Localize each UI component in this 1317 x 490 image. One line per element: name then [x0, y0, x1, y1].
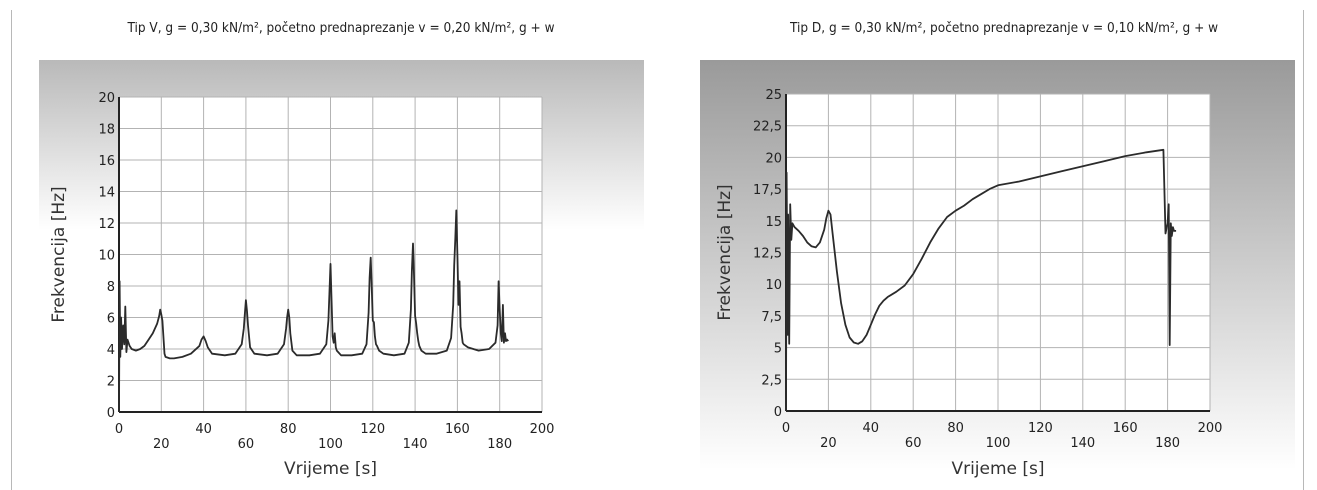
y-tick-label: 12	[98, 217, 115, 232]
y-tick-label: 7,5	[761, 310, 782, 325]
x-tick-label: 0	[782, 421, 790, 436]
y-tick-label: 2	[107, 375, 115, 390]
y-tick-label: 8	[107, 280, 115, 295]
y-tick-label: 15	[765, 215, 782, 230]
x-tick-label: 200	[530, 422, 555, 437]
x-tick-label: 180	[1155, 436, 1180, 451]
x-tick-label: 20	[820, 436, 837, 451]
y-tick-label: 0	[107, 406, 115, 421]
chart-right: 0 2,5 5 7,5 10 12,5 15 17,5 20 22,5 25 0 40 80 120 160 2…	[700, 60, 1295, 479]
x-axis-label: Vrijeme [s]	[951, 459, 1044, 479]
x-tick-label: 140	[1070, 436, 1095, 451]
y-tick-label: 25	[765, 88, 782, 103]
y-tick-label: 18	[98, 123, 115, 138]
y-tick-label: 20	[765, 151, 782, 166]
x-tick-label: 160	[1113, 421, 1138, 436]
x-tick-label: 80	[947, 421, 964, 436]
y-tick-label: 12,5	[753, 247, 782, 262]
chart-title: Tip D, g = 0,30 kN/m², početno prednapre…	[789, 20, 1219, 36]
y-tick-label: 10	[98, 249, 115, 264]
x-tick-label: 160	[445, 422, 470, 437]
right-frame-line	[1303, 10, 1304, 490]
y-axis-label: Frekvencija [Hz]	[715, 184, 735, 320]
x-tick-label: 80	[280, 422, 297, 437]
chart-panel-right: Tip D, g = 0,30 kN/m², početno prednapre…	[655, 0, 1303, 490]
y-tick-label: 10	[765, 278, 782, 293]
x-tick-label: 40	[863, 421, 880, 436]
y-tick-label: 14	[98, 186, 115, 201]
x-tick-label: 140	[403, 437, 428, 452]
chart-panel-left: Tip V, g = 0,30 kN/m², početno prednapre…	[12, 0, 652, 490]
x-tick-label: 60	[905, 436, 922, 451]
y-tick-label: 0	[774, 405, 782, 420]
x-tick-label: 0	[115, 422, 123, 437]
y-tick-label: 6	[107, 312, 115, 327]
chart-title: Tip V, g = 0,30 kN/m², početno prednapre…	[127, 20, 555, 36]
x-tick-label: 120	[360, 422, 385, 437]
x-tick-label: 40	[195, 422, 212, 437]
y-axis-label: Frekvencija [Hz]	[49, 186, 69, 322]
y-tick-label: 20	[98, 91, 115, 106]
x-tick-label: 100	[986, 436, 1011, 451]
y-tick-label: 16	[98, 154, 115, 169]
x-tick-label: 120	[1028, 421, 1053, 436]
series-line	[785, 148, 1177, 412]
y-tick-label: 2,5	[761, 373, 782, 388]
y-tick-label: 4	[107, 343, 115, 358]
x-axis-label: Vrijeme [s]	[284, 459, 377, 479]
x-tick-label: 200	[1198, 421, 1223, 436]
y-tick-label: 5	[774, 342, 782, 357]
y-tick-label: 17,5	[753, 183, 782, 198]
y-tick-label: 22,5	[753, 120, 782, 135]
series-line	[118, 209, 509, 413]
x-tick-label: 100	[318, 437, 343, 452]
left-frame-line	[11, 10, 12, 490]
x-tick-label: 60	[238, 437, 255, 452]
x-tick-label: 20	[153, 437, 170, 452]
x-tick-label: 180	[487, 437, 512, 452]
